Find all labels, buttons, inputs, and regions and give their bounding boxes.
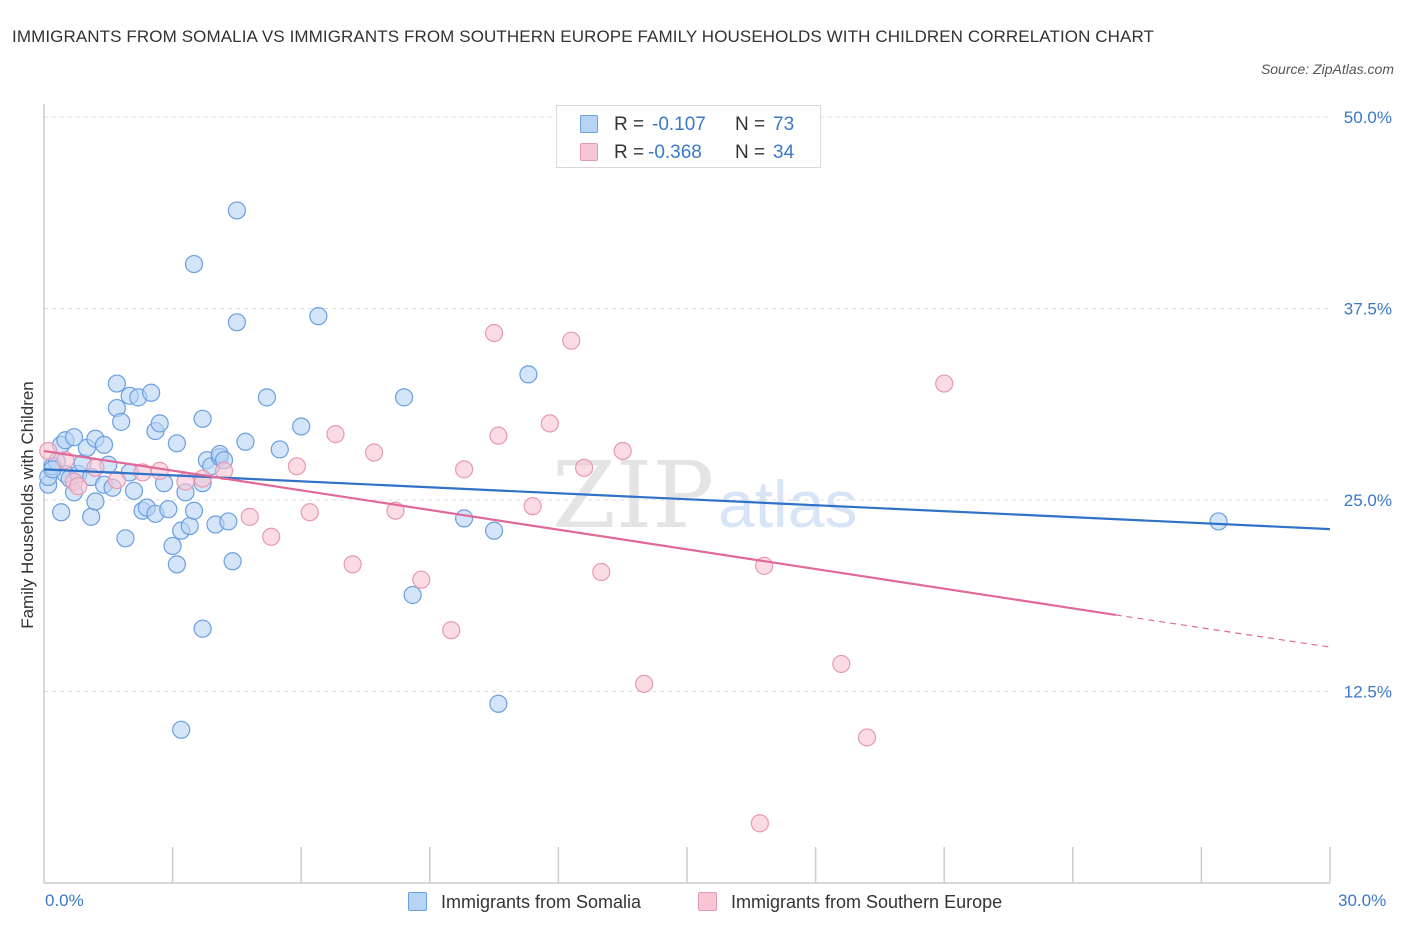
legend-swatch-southern-europe	[580, 143, 598, 161]
data-point-somalia	[223, 552, 242, 571]
data-point-somalia	[219, 512, 238, 531]
data-point-somalia	[159, 500, 178, 519]
watermark: ZIP atlas	[552, 442, 857, 549]
data-point-somalia	[394, 388, 414, 407]
data-point-somalia	[236, 432, 255, 451]
y-axis-title: Family Households with Children	[18, 381, 37, 629]
legend-r-value: -0.107	[652, 114, 706, 135]
legend-r-label: R =	[614, 142, 645, 163]
trend-line-southern-europe	[43, 449, 1116, 616]
data-point-southern-europe	[107, 470, 126, 490]
data-point-southern-europe	[262, 527, 281, 546]
data-point-southern-europe	[935, 374, 954, 393]
data-point-somalia	[403, 585, 422, 605]
source-note: Source: ZipAtlas.com	[1260, 61, 1394, 77]
data-point-somalia	[1209, 512, 1228, 531]
data-point-southern-europe	[442, 621, 461, 640]
data-point-somalia	[107, 374, 126, 393]
data-point-somalia	[270, 440, 289, 459]
correlation-legend: R = -0.107 N = 73 R = -0.368 N = 34	[556, 105, 821, 168]
y-tick-label: 12.5%	[1344, 683, 1392, 702]
data-point-somalia	[163, 536, 182, 556]
data-point-somalia	[184, 254, 204, 274]
x-ticks	[171, 847, 1331, 883]
trend-line-extension-southern-europe	[1115, 614, 1331, 648]
trend-lines	[43, 449, 1331, 648]
bottom-legend-swatch-somalia	[408, 892, 427, 911]
data-point-somalia	[227, 201, 246, 220]
data-point-southern-europe	[540, 414, 559, 433]
data-point-somalia	[227, 313, 246, 332]
data-point-southern-europe	[523, 497, 542, 516]
data-point-southern-europe	[832, 654, 851, 674]
data-point-southern-europe	[343, 555, 362, 574]
data-points	[39, 201, 1228, 833]
bottom-legend-label-somalia: Immigrants from Somalia	[441, 892, 642, 912]
data-point-southern-europe	[489, 426, 508, 445]
data-point-somalia	[292, 417, 311, 436]
data-point-somalia	[112, 412, 131, 431]
data-point-southern-europe	[562, 331, 581, 350]
data-point-southern-europe	[454, 460, 474, 479]
data-point-somalia	[124, 481, 144, 500]
data-point-somalia	[52, 503, 71, 522]
legend-r-label: R =	[614, 114, 645, 135]
x-tick-label-min: 0.0%	[45, 891, 84, 910]
y-tick-label: 50.0%	[1344, 108, 1392, 127]
data-point-somalia	[167, 555, 186, 574]
data-point-southern-europe	[150, 461, 169, 480]
data-point-southern-europe	[635, 674, 654, 693]
data-point-somalia	[116, 529, 135, 548]
data-point-somalia	[309, 307, 328, 326]
legend-n-value: 73	[773, 114, 795, 135]
chart-title: IMMIGRANTS FROM SOMALIA VS IMMIGRANTS FR…	[12, 27, 1155, 46]
data-point-somalia	[519, 365, 538, 384]
data-point-somalia	[172, 720, 191, 739]
legend-n-value: 34	[773, 142, 795, 163]
data-point-southern-europe	[364, 443, 384, 462]
data-point-somalia	[184, 501, 204, 520]
data-point-somalia	[489, 694, 508, 713]
data-point-somalia	[64, 428, 84, 447]
y-tick-label: 37.5%	[1344, 300, 1392, 319]
data-point-southern-europe	[857, 728, 877, 747]
data-point-somalia	[94, 435, 114, 454]
data-point-somalia	[86, 492, 105, 511]
watermark-zip: ZIP	[552, 442, 714, 549]
y-tick-label: 25.0%	[1344, 491, 1392, 510]
legend-n-label: N =	[735, 114, 766, 135]
data-point-somalia	[257, 388, 277, 407]
y-tick-labels: 12.5% 25.0% 37.5% 50.0%	[1344, 108, 1392, 702]
data-point-southern-europe	[326, 425, 345, 444]
data-point-southern-europe	[613, 441, 632, 461]
legend-swatch-somalia	[580, 115, 598, 133]
data-point-somalia	[193, 619, 212, 638]
data-point-somalia	[142, 383, 161, 402]
x-tick-label-max: 30.0%	[1338, 891, 1387, 910]
data-point-somalia	[485, 521, 504, 540]
legend-r-value: -0.368	[648, 142, 702, 163]
data-point-southern-europe	[193, 469, 212, 488]
trend-line-somalia	[43, 468, 1331, 531]
data-point-somalia	[454, 509, 474, 528]
data-point-somalia	[180, 516, 199, 536]
data-point-southern-europe	[69, 477, 88, 496]
bottom-legend-swatch-southern-europe	[698, 892, 717, 911]
data-point-somalia	[193, 409, 212, 428]
data-point-southern-europe	[300, 503, 319, 522]
legend-n-label: N =	[735, 142, 766, 163]
data-point-somalia	[167, 434, 186, 453]
data-point-southern-europe	[750, 814, 769, 833]
data-point-southern-europe	[575, 458, 594, 477]
data-point-southern-europe	[592, 562, 611, 582]
data-point-southern-europe	[485, 323, 504, 343]
data-point-somalia	[82, 507, 101, 526]
data-point-southern-europe	[86, 458, 105, 477]
data-point-southern-europe	[240, 507, 259, 526]
bottom-legend-label-southern-europe: Immigrants from Southern Europe	[731, 892, 1003, 912]
data-point-somalia	[150, 414, 169, 433]
data-point-southern-europe	[412, 570, 431, 589]
data-point-southern-europe	[287, 457, 307, 476]
